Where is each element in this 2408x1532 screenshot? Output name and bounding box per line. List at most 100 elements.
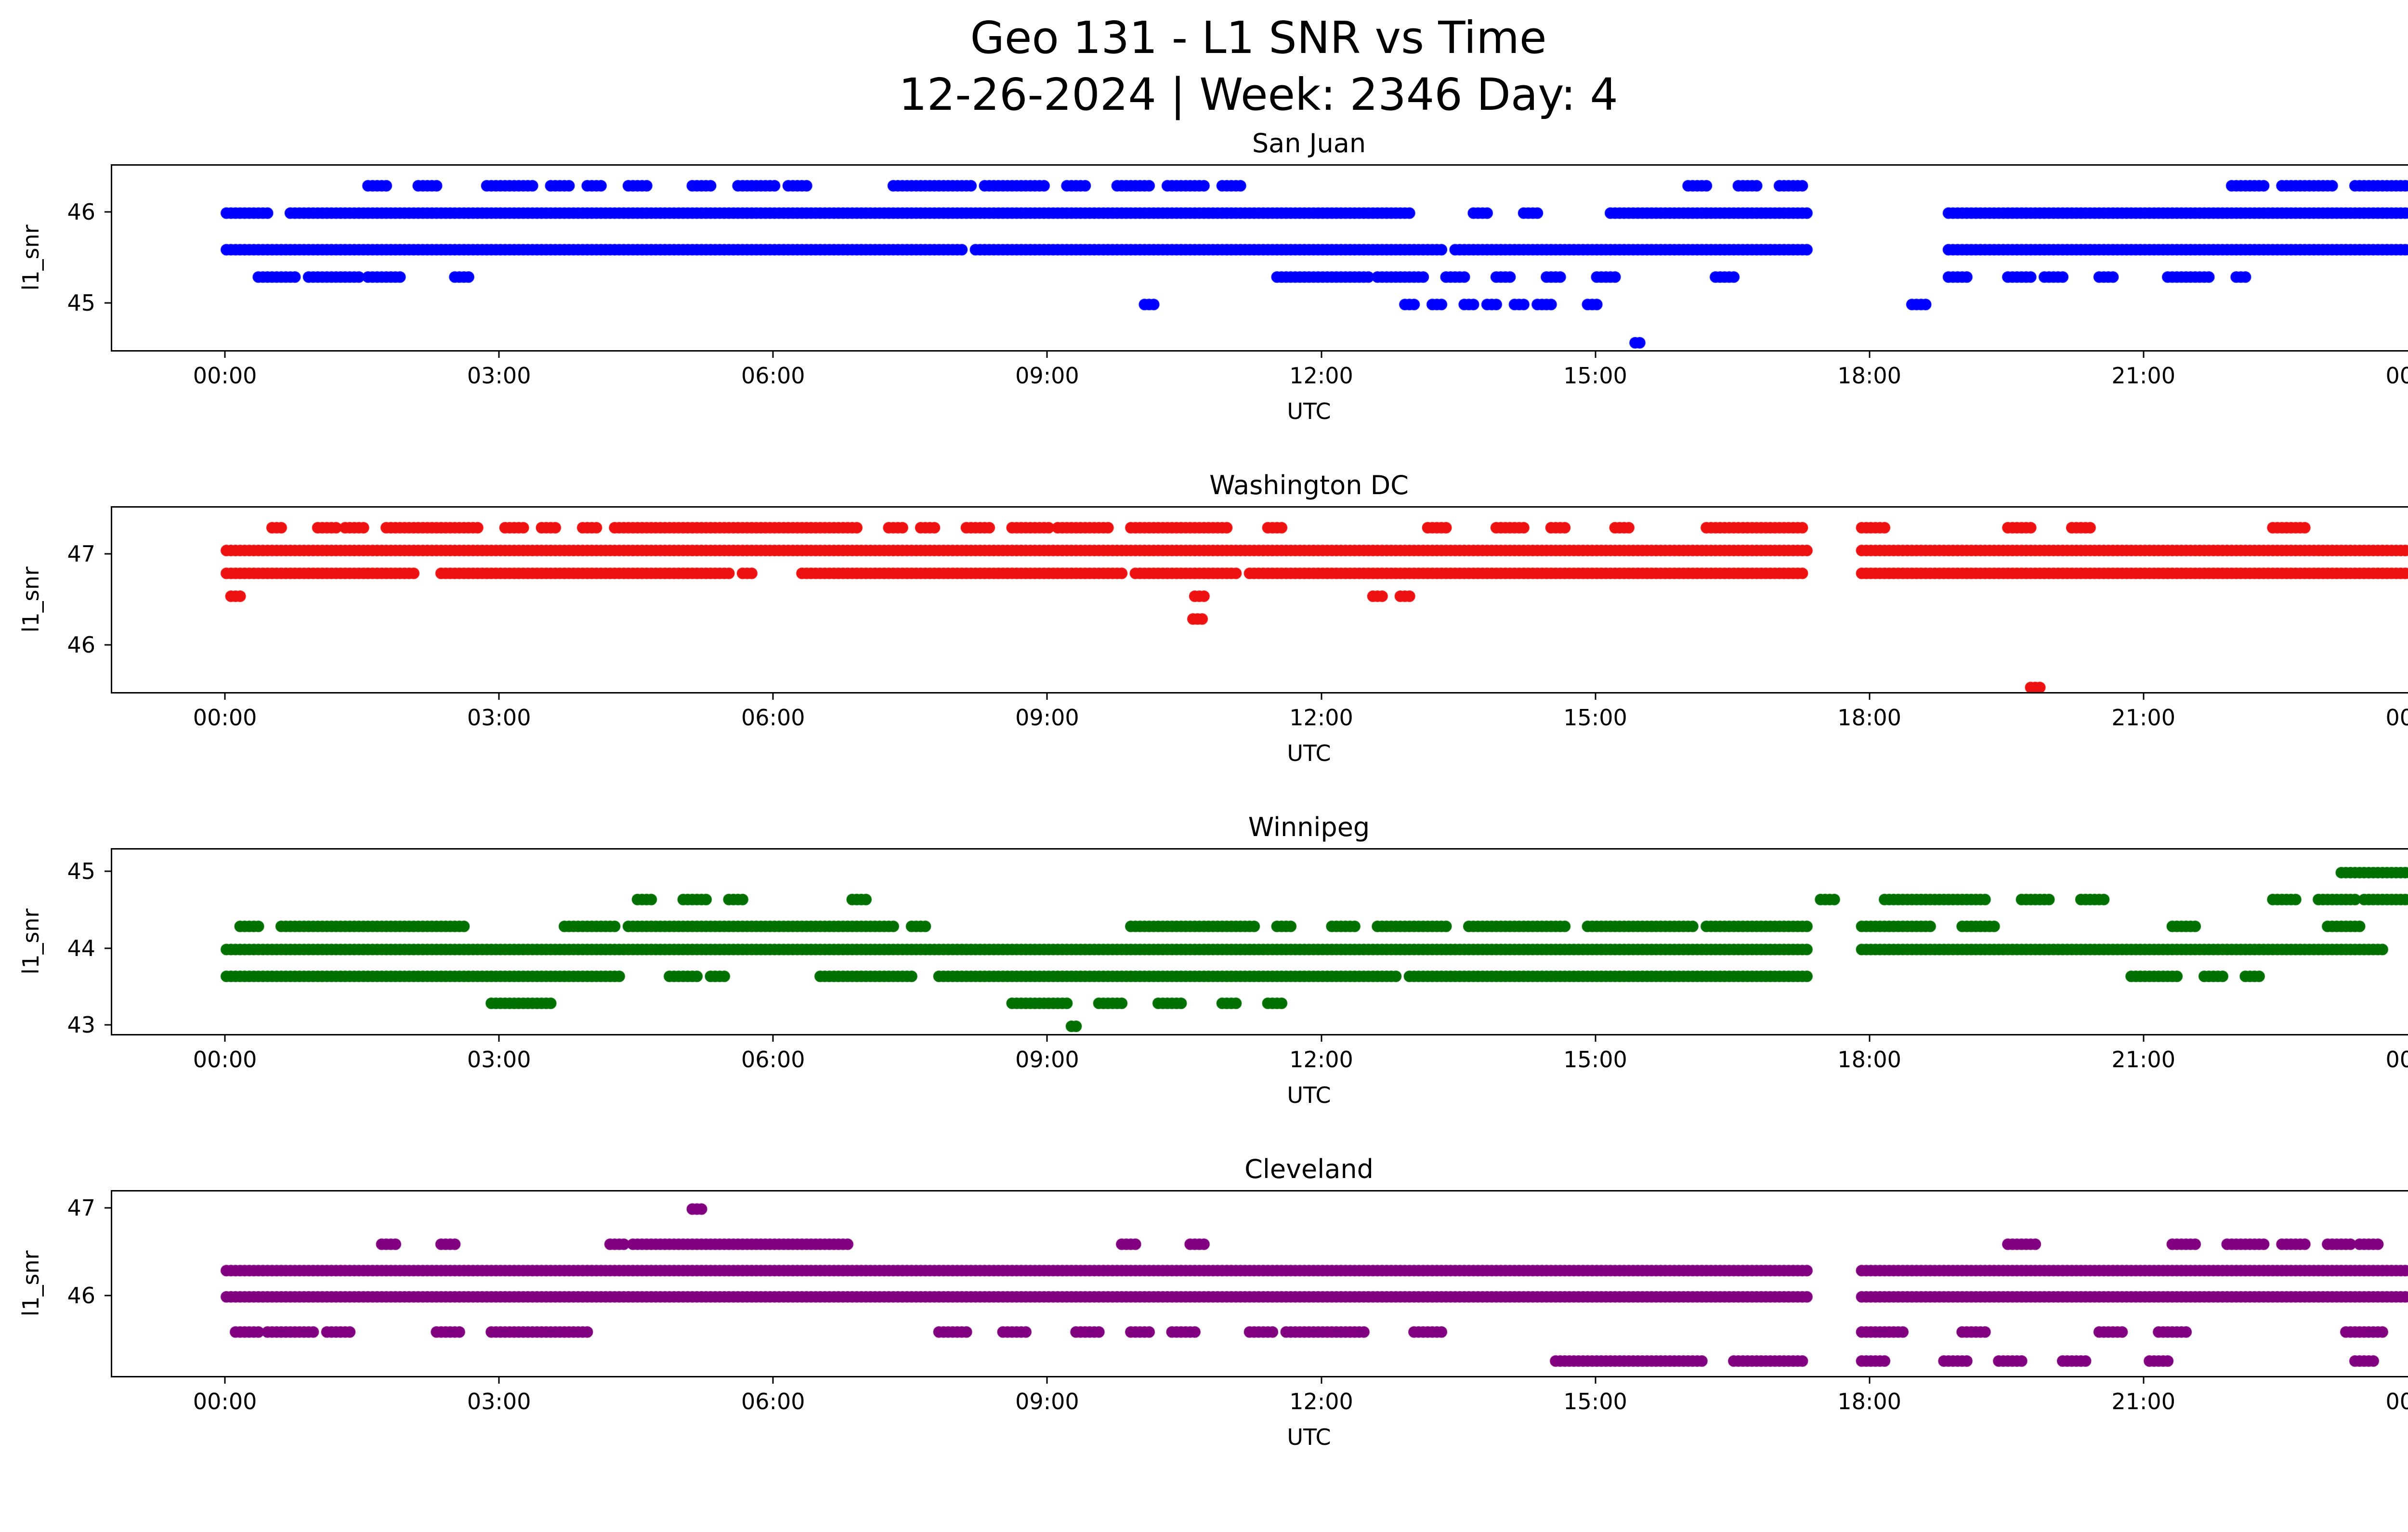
x-tick-label: 09:00 <box>1015 1047 1079 1073</box>
x-tick-label: 15:00 <box>1563 363 1627 389</box>
x-tick-mark <box>772 1377 774 1384</box>
x-tick-label: 18:00 <box>1837 363 1901 389</box>
x-tick-label: 18:00 <box>1837 1047 1901 1073</box>
y-tick-mark <box>105 947 111 949</box>
x-tick-mark <box>2143 1377 2145 1384</box>
x-tick-label: 03:00 <box>467 1388 531 1414</box>
subplot-title: Winnipeg <box>1248 812 1370 842</box>
x-tick-label: 15:00 <box>1563 705 1627 731</box>
scatter-canvas <box>112 166 2408 350</box>
x-tick-mark <box>1321 1035 1322 1042</box>
scatter-canvas <box>112 1192 2408 1376</box>
x-tick-label: 00:00 <box>2385 1047 2408 1073</box>
scatter-canvas <box>112 850 2408 1034</box>
x-axis-label: UTC <box>1287 740 1331 766</box>
x-tick-label: 06:00 <box>741 705 805 731</box>
x-tick-mark <box>772 694 774 700</box>
y-axis-ticks: 45 46 <box>0 164 111 352</box>
y-tick-label: 47 <box>67 1194 95 1221</box>
x-tick-label: 21:00 <box>2111 1388 2175 1414</box>
y-tick-mark <box>105 1207 111 1208</box>
y-tick-label: 46 <box>67 1282 95 1309</box>
x-axis-label: UTC <box>1287 1082 1331 1108</box>
x-tick-mark <box>224 352 226 358</box>
x-tick-mark <box>498 1035 500 1042</box>
x-tick-label: 06:00 <box>741 1388 805 1414</box>
x-tick-mark <box>498 1377 500 1384</box>
x-tick-label: 09:00 <box>1015 1388 1079 1414</box>
figure-title-line1: Geo 131 - L1 SNR vs Time <box>970 12 1547 64</box>
x-axis-label: UTC <box>1287 398 1331 424</box>
x-tick-label: 18:00 <box>1837 705 1901 731</box>
x-tick-mark <box>1869 1377 1871 1384</box>
x-tick-label: 21:00 <box>2111 1047 2175 1073</box>
y-tick-mark <box>105 302 111 304</box>
x-tick-label: 00:00 <box>193 1047 257 1073</box>
y-tick-label: 46 <box>67 198 95 225</box>
y-tick-label: 45 <box>67 858 95 884</box>
y-tick-label: 45 <box>67 290 95 316</box>
x-tick-label: 12:00 <box>1289 1047 1353 1073</box>
x-tick-label: 15:00 <box>1563 1388 1627 1414</box>
x-tick-mark <box>1869 694 1871 700</box>
x-tick-mark <box>1869 1035 1871 1042</box>
x-tick-label: 21:00 <box>2111 705 2175 731</box>
x-axis-ticks: UTC 00:00 03:00 06:00 09:00 12:00 15:00 18:00 2… <box>0 352 2408 422</box>
x-tick-mark <box>1046 1035 1048 1042</box>
x-tick-label: 00:00 <box>2385 1388 2408 1414</box>
x-tick-label: 03:00 <box>467 363 531 389</box>
y-tick-mark <box>105 1024 111 1026</box>
x-tick-mark <box>1321 694 1322 700</box>
x-tick-mark <box>1595 1377 1596 1384</box>
x-tick-label: 00:00 <box>193 705 257 731</box>
x-tick-label: 12:00 <box>1289 705 1353 731</box>
y-tick-mark <box>105 644 111 646</box>
x-tick-label: 03:00 <box>467 705 531 731</box>
x-tick-mark <box>498 694 500 700</box>
y-axis-ticks: 43 44 45 <box>0 848 111 1038</box>
subplot-title: Cleveland <box>1244 1154 1374 1184</box>
x-tick-mark <box>2143 1035 2145 1042</box>
plot-area <box>111 506 2408 694</box>
x-tick-mark <box>224 1035 226 1042</box>
x-tick-label: 09:00 <box>1015 363 1079 389</box>
x-tick-label: 09:00 <box>1015 705 1079 731</box>
x-tick-mark <box>1046 352 1048 358</box>
figure: Geo 131 - L1 SNR vs Time 12-26-2024 | We… <box>0 12 2408 1448</box>
subplot-title: Washington DC <box>1209 470 1409 500</box>
y-tick-mark <box>105 1295 111 1296</box>
subplot-cleveland: Cleveland l1_snr 46 47 UTC 00:00 03:00 06:0… <box>0 1156 2408 1532</box>
x-tick-mark <box>2143 352 2145 358</box>
x-tick-label: 21:00 <box>2111 363 2175 389</box>
figure-title-line2: 12-26-2024 | Week: 2346 Day: 4 <box>899 69 1618 120</box>
x-tick-label: 12:00 <box>1289 1388 1353 1414</box>
y-axis-ticks: 46 47 <box>0 1190 111 1377</box>
plot-area <box>111 848 2408 1035</box>
x-axis-ticks: UTC 00:00 03:00 06:00 09:00 12:00 15:00 18:00 2… <box>0 1035 2408 1106</box>
x-tick-mark <box>1595 352 1596 358</box>
x-tick-label: 03:00 <box>467 1047 531 1073</box>
x-tick-mark <box>1869 352 1871 358</box>
plot-area <box>111 164 2408 352</box>
y-tick-label: 46 <box>67 632 95 658</box>
x-tick-mark <box>2143 694 2145 700</box>
x-tick-mark <box>772 1035 774 1042</box>
subplot-title: San Juan <box>1252 128 1366 158</box>
x-tick-mark <box>1046 694 1048 700</box>
subplot-san-juan: San Juan l1_snr 45 46 UTC 00:00 03:00 06:00… <box>0 131 2408 506</box>
x-tick-mark <box>1595 1035 1596 1042</box>
plot-area <box>111 1190 2408 1377</box>
x-tick-label: 00:00 <box>193 1388 257 1414</box>
y-tick-label: 44 <box>67 935 95 961</box>
x-tick-label: 06:00 <box>741 363 805 389</box>
x-tick-mark <box>224 1377 226 1384</box>
scatter-canvas <box>112 508 2408 692</box>
x-tick-mark <box>1595 694 1596 700</box>
x-tick-label: 15:00 <box>1563 1047 1627 1073</box>
x-tick-label: 06:00 <box>741 1047 805 1073</box>
y-axis-ticks: 46 47 <box>0 506 111 694</box>
y-tick-label: 43 <box>67 1012 95 1038</box>
x-tick-mark <box>498 352 500 358</box>
x-tick-label: 18:00 <box>1837 1388 1901 1414</box>
x-axis-ticks: UTC 00:00 03:00 06:00 09:00 12:00 15:00 18:00 2… <box>0 1377 2408 1448</box>
